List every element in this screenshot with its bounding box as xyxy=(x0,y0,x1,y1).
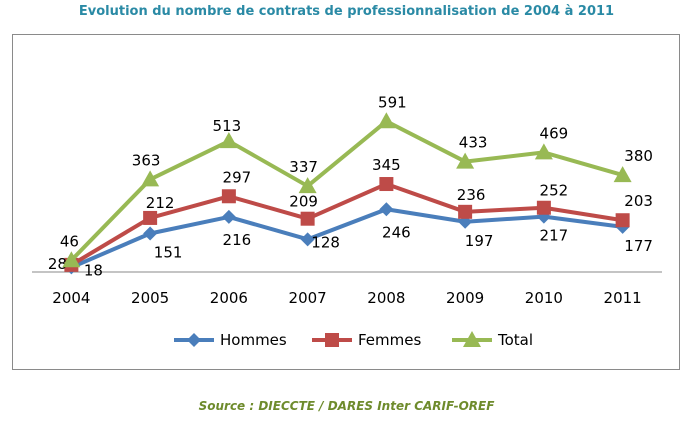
x-tick-label: 2011 xyxy=(604,289,642,307)
legend-femmes-label: Femmes xyxy=(358,331,421,349)
hommes-data-label: 217 xyxy=(540,227,569,245)
total-point xyxy=(62,251,81,268)
hommes-data-label: 177 xyxy=(624,237,653,255)
femmes-data-label: 345 xyxy=(372,156,401,174)
chart-title: Evolution du nombre de contrats de profe… xyxy=(78,4,615,19)
x-tick-label: 2008 xyxy=(367,289,405,307)
hommes-point xyxy=(221,209,236,224)
x-tick-label: 2004 xyxy=(52,289,90,307)
x-tick-label: 2005 xyxy=(131,289,169,307)
femmes-data-label: 236 xyxy=(457,186,486,204)
total-data-label: 513 xyxy=(213,117,242,135)
hommes-data-label: 128 xyxy=(311,233,340,251)
total-point xyxy=(219,132,238,149)
total-point xyxy=(613,166,632,183)
total-line xyxy=(69,119,624,262)
hommes-data-label: 216 xyxy=(223,231,252,249)
femmes-line xyxy=(70,182,623,267)
total-point xyxy=(377,112,396,129)
femmes-point xyxy=(615,213,630,228)
legend-femmes-point xyxy=(325,333,339,347)
total-data-label: 433 xyxy=(459,134,488,152)
hommes-point xyxy=(143,226,158,241)
femmes-data-label: 28 xyxy=(48,255,67,273)
femmes-point xyxy=(458,204,473,219)
legend-total-point xyxy=(463,331,481,347)
hommes-point xyxy=(379,202,394,217)
total-data-label: 337 xyxy=(289,158,318,176)
total-point xyxy=(141,170,160,187)
legend-hommes-point xyxy=(187,333,201,347)
x-tick-label: 2010 xyxy=(525,289,563,307)
x-tick-label: 2007 xyxy=(289,289,327,307)
hommes-line xyxy=(70,207,623,270)
x-tick-label: 2009 xyxy=(446,289,484,307)
hommes-data-label: 18 xyxy=(84,261,103,279)
total-data-label: 46 xyxy=(60,232,79,250)
femmes-data-label: 209 xyxy=(289,193,318,211)
total-point xyxy=(456,152,475,169)
total-point xyxy=(298,177,317,194)
femmes-data-label: 212 xyxy=(146,194,175,212)
x-tick-label: 2006 xyxy=(210,289,248,307)
femmes-point xyxy=(300,211,315,226)
femmes-data-label: 252 xyxy=(540,182,569,200)
total-data-label: 591 xyxy=(378,93,407,111)
femmes-point xyxy=(536,200,551,215)
hommes-point xyxy=(300,232,315,247)
hommes-data-label: 246 xyxy=(382,223,411,241)
femmes-point xyxy=(221,189,236,204)
hommes-data-label: 151 xyxy=(154,243,183,261)
total-point xyxy=(534,143,553,160)
total-data-label: 380 xyxy=(624,147,653,165)
femmes-point xyxy=(143,210,158,225)
legend-total-label: Total xyxy=(497,331,533,349)
total-data-label: 469 xyxy=(540,124,569,142)
femmes-data-label: 203 xyxy=(624,192,653,210)
source-note: Source : DIECCTE / DARES Inter CARIF-ORE… xyxy=(198,399,495,413)
hommes-data-label: 197 xyxy=(465,232,494,250)
legend-hommes-label: Hommes xyxy=(220,331,287,349)
femmes-data-label: 297 xyxy=(223,168,252,186)
femmes-point xyxy=(379,177,394,192)
total-data-label: 363 xyxy=(132,151,161,169)
